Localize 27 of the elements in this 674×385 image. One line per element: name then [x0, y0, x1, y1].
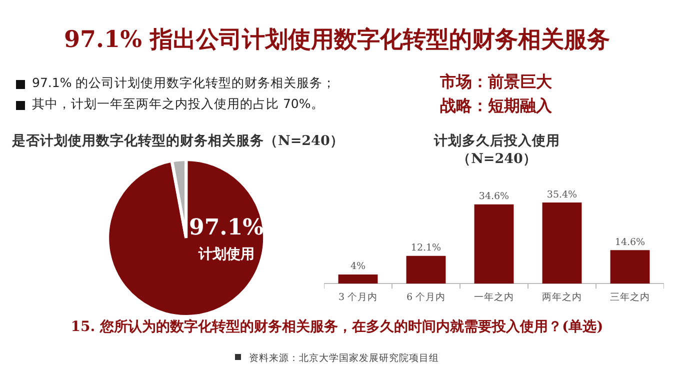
x-tick-label: 3 个月内	[338, 290, 378, 303]
x-tick-label: 6 个月内	[406, 290, 446, 303]
bar	[610, 250, 650, 284]
bar	[406, 256, 446, 284]
bar	[338, 274, 378, 284]
text: 战略：短期融入	[440, 96, 552, 117]
data-label: 12.1%	[410, 242, 442, 254]
chart-subtitle: （N=240）	[456, 150, 538, 168]
text: 15. 您所认为的数字化转型的财务相关服务，在多久的时间内就需要投入使用？(单选)	[70, 318, 604, 336]
data-label: 14.6%	[614, 236, 646, 248]
bar	[474, 204, 514, 284]
slice-label: 计划使用	[197, 246, 254, 263]
text: 其中，计划一年至两年之内投入使用的占比 70%。	[32, 96, 324, 113]
data-label: 35.4%	[546, 189, 578, 200]
data-label: 34.6%	[478, 191, 510, 202]
chart-title: 计划多久后投入使用	[434, 133, 560, 149]
chart-title: 是否计划使用数字化转型的财务相关服务（N=240）	[12, 132, 344, 150]
x-tick-label: 一年之内	[474, 290, 514, 303]
text: 市场：前景巨大	[440, 72, 552, 93]
text: 97.1% 的公司计划使用数字化转型的财务相关服务；	[32, 75, 336, 92]
data-label: 4%	[350, 261, 366, 272]
x-tick-label: 两年之内	[542, 290, 582, 303]
bar	[542, 202, 582, 284]
x-tick-label: 三年之内	[610, 290, 650, 303]
text: 97.1% 指出公司计划使用数字化转型的财务相关服务	[63, 25, 611, 55]
data-label: 97.1%	[189, 214, 264, 241]
text: 资料来源：北京大学国家发展研究院项目组	[249, 353, 439, 364]
